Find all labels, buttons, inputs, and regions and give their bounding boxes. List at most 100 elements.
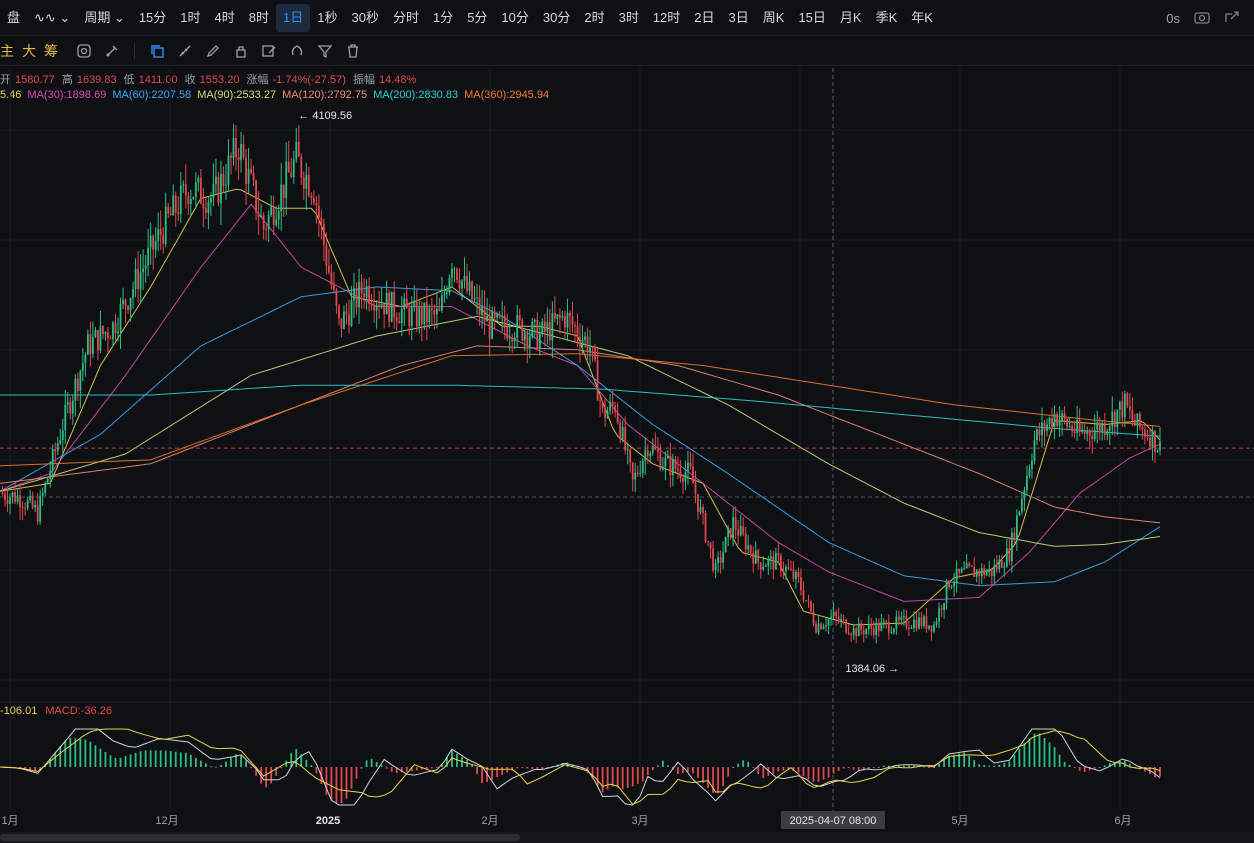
macd-bar: [842, 767, 845, 769]
large-order-label[interactable]: 大: [22, 42, 36, 59]
chip-label[interactable]: 筹: [44, 42, 58, 59]
period-item-1[interactable]: ∿∿ ⌄: [34, 9, 71, 25]
candle: [11, 491, 14, 504]
macd-bar: [586, 767, 589, 773]
candle: [1083, 422, 1086, 440]
macd-bar: [340, 767, 343, 803]
period-item-0[interactable]: 盘: [7, 9, 21, 25]
period-item-16[interactable]: 3时: [618, 9, 639, 25]
macd-bar: [1053, 747, 1056, 767]
period-item-22[interactable]: 月K: [839, 9, 862, 25]
period-item-12[interactable]: 5分: [467, 9, 488, 25]
macd-bar: [672, 767, 674, 770]
brush-settings-icon[interactable]: [98, 37, 126, 65]
period-item-20[interactable]: 周K: [762, 9, 785, 25]
macd-bar: [24, 767, 27, 770]
macd-bar: [435, 767, 438, 768]
candle: [338, 304, 340, 326]
period-item-2[interactable]: 周期 ⌄: [84, 9, 125, 25]
candle: [928, 625, 930, 631]
macd-bar: [104, 752, 107, 767]
copy-icon[interactable]: [143, 37, 171, 65]
candle: [1118, 400, 1121, 422]
candle: [601, 400, 604, 413]
period-item-13[interactable]: 10分: [501, 9, 529, 25]
bottom-scrollbar: [0, 832, 1254, 843]
candle: [970, 565, 973, 568]
macd-label-1: MACD:-36.26: [45, 705, 112, 717]
candle: [466, 263, 468, 294]
candle: [596, 347, 599, 401]
period-item-21[interactable]: 15日: [798, 9, 826, 25]
candle: [1113, 409, 1116, 437]
period-item-11[interactable]: 1分: [432, 9, 454, 25]
gear-icon[interactable]: [70, 37, 98, 65]
lock-icon[interactable]: [227, 37, 255, 65]
period-item-19[interactable]: 3日: [728, 9, 749, 25]
candle: [458, 268, 461, 295]
candle: [453, 266, 456, 283]
candle: [129, 297, 132, 322]
macd-bar: [892, 765, 895, 767]
ma-line-2: [0, 286, 1161, 587]
period-item-4[interactable]: 1时: [180, 9, 201, 25]
candle: [993, 558, 996, 584]
macd-bar: [1063, 762, 1066, 767]
pencil-icon[interactable]: [199, 37, 227, 65]
candle: [39, 489, 42, 525]
edit-icon[interactable]: [255, 37, 283, 65]
candle: [189, 189, 192, 216]
candle: [584, 331, 586, 348]
candle: [569, 310, 571, 333]
macd-bar: [4, 767, 6, 768]
macd-bar: [265, 767, 268, 788]
period-item-9[interactable]: 30秒: [351, 9, 379, 25]
period-item-6[interactable]: 8时: [248, 9, 269, 25]
period-item-8[interactable]: 1秒: [317, 9, 338, 25]
candle: [41, 487, 44, 506]
period-item-18[interactable]: 2日: [694, 9, 715, 25]
candle: [905, 610, 908, 630]
macd-bar: [295, 749, 298, 767]
camera-icon[interactable]: [1194, 10, 1210, 27]
candle: [1015, 509, 1018, 551]
candle: [561, 310, 564, 321]
period-item-7[interactable]: 1日: [276, 3, 311, 32]
period-item-5[interactable]: 4时: [214, 9, 235, 25]
candle: [142, 249, 145, 290]
candle: [81, 347, 84, 382]
candle: [950, 584, 953, 590]
candle: [408, 302, 411, 336]
candle: [174, 191, 177, 227]
candle: [538, 322, 541, 356]
share-icon[interactable]: [1224, 10, 1240, 27]
magnet-icon[interactable]: [283, 37, 311, 65]
candle: [594, 344, 596, 363]
ma-legend: 5.46 MA(30):1898.69 MA(60):2207.58 MA(90):2…: [0, 89, 555, 101]
period-item-10[interactable]: 分时: [392, 9, 419, 25]
period-item-14[interactable]: 30分: [542, 9, 571, 25]
period-item-17[interactable]: 12时: [652, 9, 681, 25]
candle: [973, 556, 976, 577]
candle: [687, 450, 689, 485]
macd-bar: [1003, 763, 1006, 767]
candle: [938, 602, 940, 629]
candle: [415, 289, 418, 332]
macd-bar: [556, 764, 559, 767]
period-item-15[interactable]: 2时: [584, 9, 605, 25]
candle: [576, 313, 579, 348]
high-label: 高: [61, 74, 73, 86]
candle: [267, 210, 270, 243]
trash-icon[interactable]: [339, 37, 367, 65]
filter-icon[interactable]: [311, 37, 339, 65]
macd-bar: [641, 767, 644, 782]
candle: [867, 615, 870, 635]
ruler-icon[interactable]: [171, 37, 199, 65]
period-item-23[interactable]: 季K: [875, 9, 898, 25]
period-item-3[interactable]: 15分: [138, 9, 167, 25]
macd-bar: [827, 767, 830, 778]
period-item-24[interactable]: 年K: [911, 9, 933, 25]
open-label: 开: [0, 74, 11, 86]
main-indicator-label[interactable]: 主: [0, 42, 14, 59]
